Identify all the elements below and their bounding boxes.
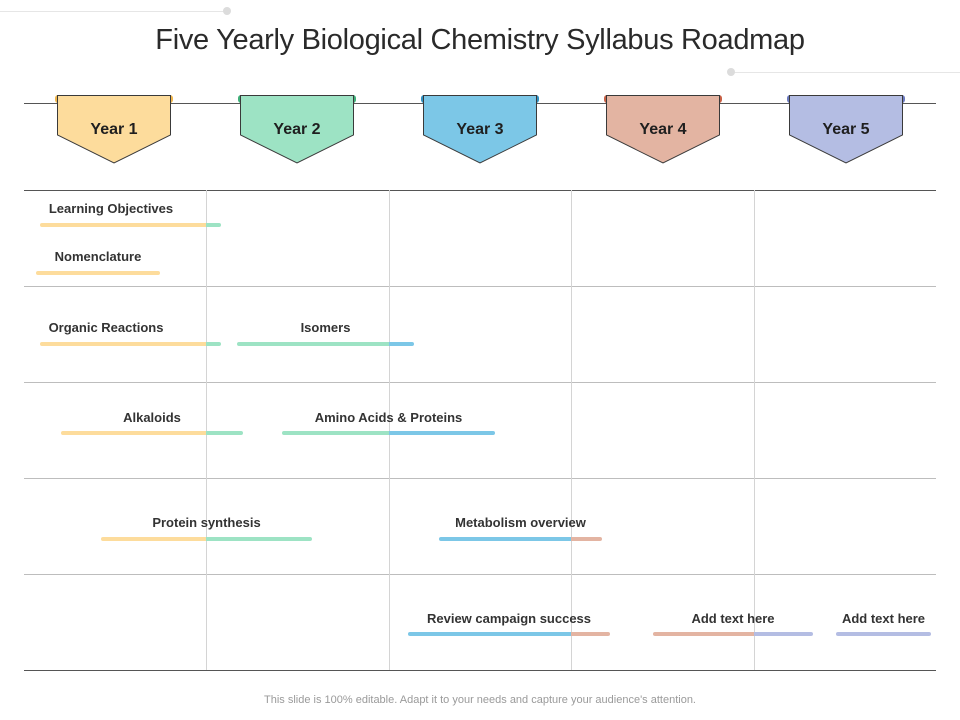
task-bar-metabolism-overview [439, 537, 602, 541]
year-2-label: Year 2 [273, 121, 321, 138]
footer-note: This slide is 100% editable. Adapt it to… [264, 694, 696, 706]
grid-top-border [24, 190, 936, 191]
year-1-banner-shape [57, 95, 171, 164]
year-5-banner-shape [789, 95, 903, 164]
task-label-add-text-year-4: Add text here [691, 611, 775, 626]
grid-row-divider [24, 382, 936, 383]
task-bar-organic-reactions [40, 342, 221, 346]
task-bar-add-text-year-5 [836, 632, 931, 636]
grid-column-divider [206, 190, 207, 670]
task-bar-isomers [237, 342, 414, 346]
grid-row-divider [24, 286, 936, 287]
task-bar-add-text-year-4 [653, 632, 813, 636]
year-3-banner-shape [423, 95, 537, 164]
task-label-nomenclature: Nomenclature [54, 249, 142, 264]
year-5-label: Year 5 [822, 121, 870, 138]
task-bar-protein-synthesis [101, 537, 312, 541]
year-3-label: Year 3 [456, 121, 504, 138]
task-label-organic-reactions: Organic Reactions [48, 320, 164, 335]
decorative-dot-top-right [727, 68, 735, 76]
task-bar-review-campaign-success [408, 632, 610, 636]
grid-row-divider [24, 574, 936, 575]
task-label-isomers: Isomers [300, 320, 351, 335]
task-bar-nomenclature [36, 271, 160, 275]
grid-column-divider [754, 190, 755, 670]
task-label-add-text-year-5: Add text here [841, 611, 926, 626]
year-2-banner-shape [240, 95, 354, 164]
year-4-banner-shape [606, 95, 720, 164]
grid-column-divider [571, 190, 572, 670]
task-bar-alkaloids [61, 431, 243, 435]
task-label-metabolism-overview: Metabolism overview [455, 515, 586, 530]
task-label-protein-synthesis: Protein synthesis [152, 515, 261, 530]
task-label-review-campaign-success: Review campaign success [426, 611, 592, 626]
decorative-line-top-left [0, 11, 226, 12]
decorative-dot-top-left [223, 7, 231, 15]
year-3-banner: Year 3 [421, 95, 539, 165]
grid-row-divider [24, 478, 936, 479]
page-title: Five Yearly Biological Chemistry Syllabu… [155, 24, 805, 56]
decorative-line-top-right [734, 72, 960, 73]
task-bar-amino-acids-proteins [282, 431, 495, 435]
grid-bottom-border [24, 670, 936, 671]
year-4-banner: Year 4 [604, 95, 722, 165]
year-4-label: Year 4 [639, 121, 687, 138]
year-1-banner: Year 1 [55, 95, 173, 165]
year-1-label: Year 1 [90, 121, 138, 138]
task-bar-learning-objectives [40, 223, 221, 227]
year-2-banner: Year 2 [238, 95, 356, 165]
year-5-banner: Year 5 [787, 95, 905, 165]
grid-column-divider [389, 190, 390, 670]
task-label-amino-acids-proteins: Amino Acids & Proteins [314, 410, 463, 425]
task-label-learning-objectives: Learning Objectives [48, 201, 174, 216]
task-label-alkaloids: Alkaloids [123, 410, 181, 425]
